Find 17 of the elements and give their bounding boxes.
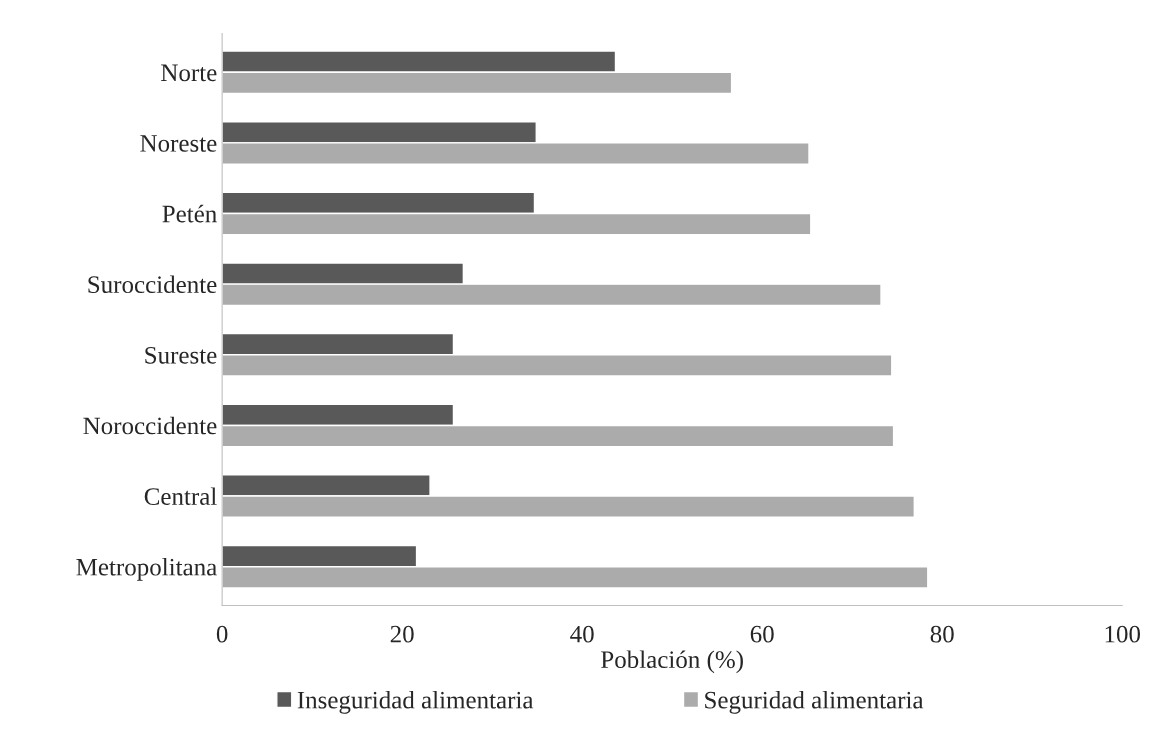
y-tick-label: Petén: [162, 204, 217, 223]
x-tick-label: 40: [570, 625, 594, 643]
y-tick-label: Suroccidente: [88, 275, 217, 294]
x-axis-title: Población (%): [601, 650, 743, 674]
y-tick-label: Noroccidente: [83, 416, 217, 435]
x-tick-label: 100: [1105, 625, 1141, 643]
y-tick-label: Sureste: [145, 346, 217, 364]
legend-label: Seguridad alimentaria: [705, 690, 924, 714]
y-tick-label: Metropolitana: [76, 558, 217, 581]
y-tick-label: Noreste: [140, 135, 217, 152]
x-tick-label: 20: [390, 625, 414, 643]
legend-label: Inseguridad alimentaria: [297, 690, 534, 714]
y-tick-label: Norte: [161, 64, 217, 82]
x-tick-label: 60: [750, 625, 774, 643]
x-tick-label: 0: [216, 625, 228, 643]
y-tick-label: Central: [144, 487, 217, 505]
x-tick-label: 80: [930, 625, 954, 643]
